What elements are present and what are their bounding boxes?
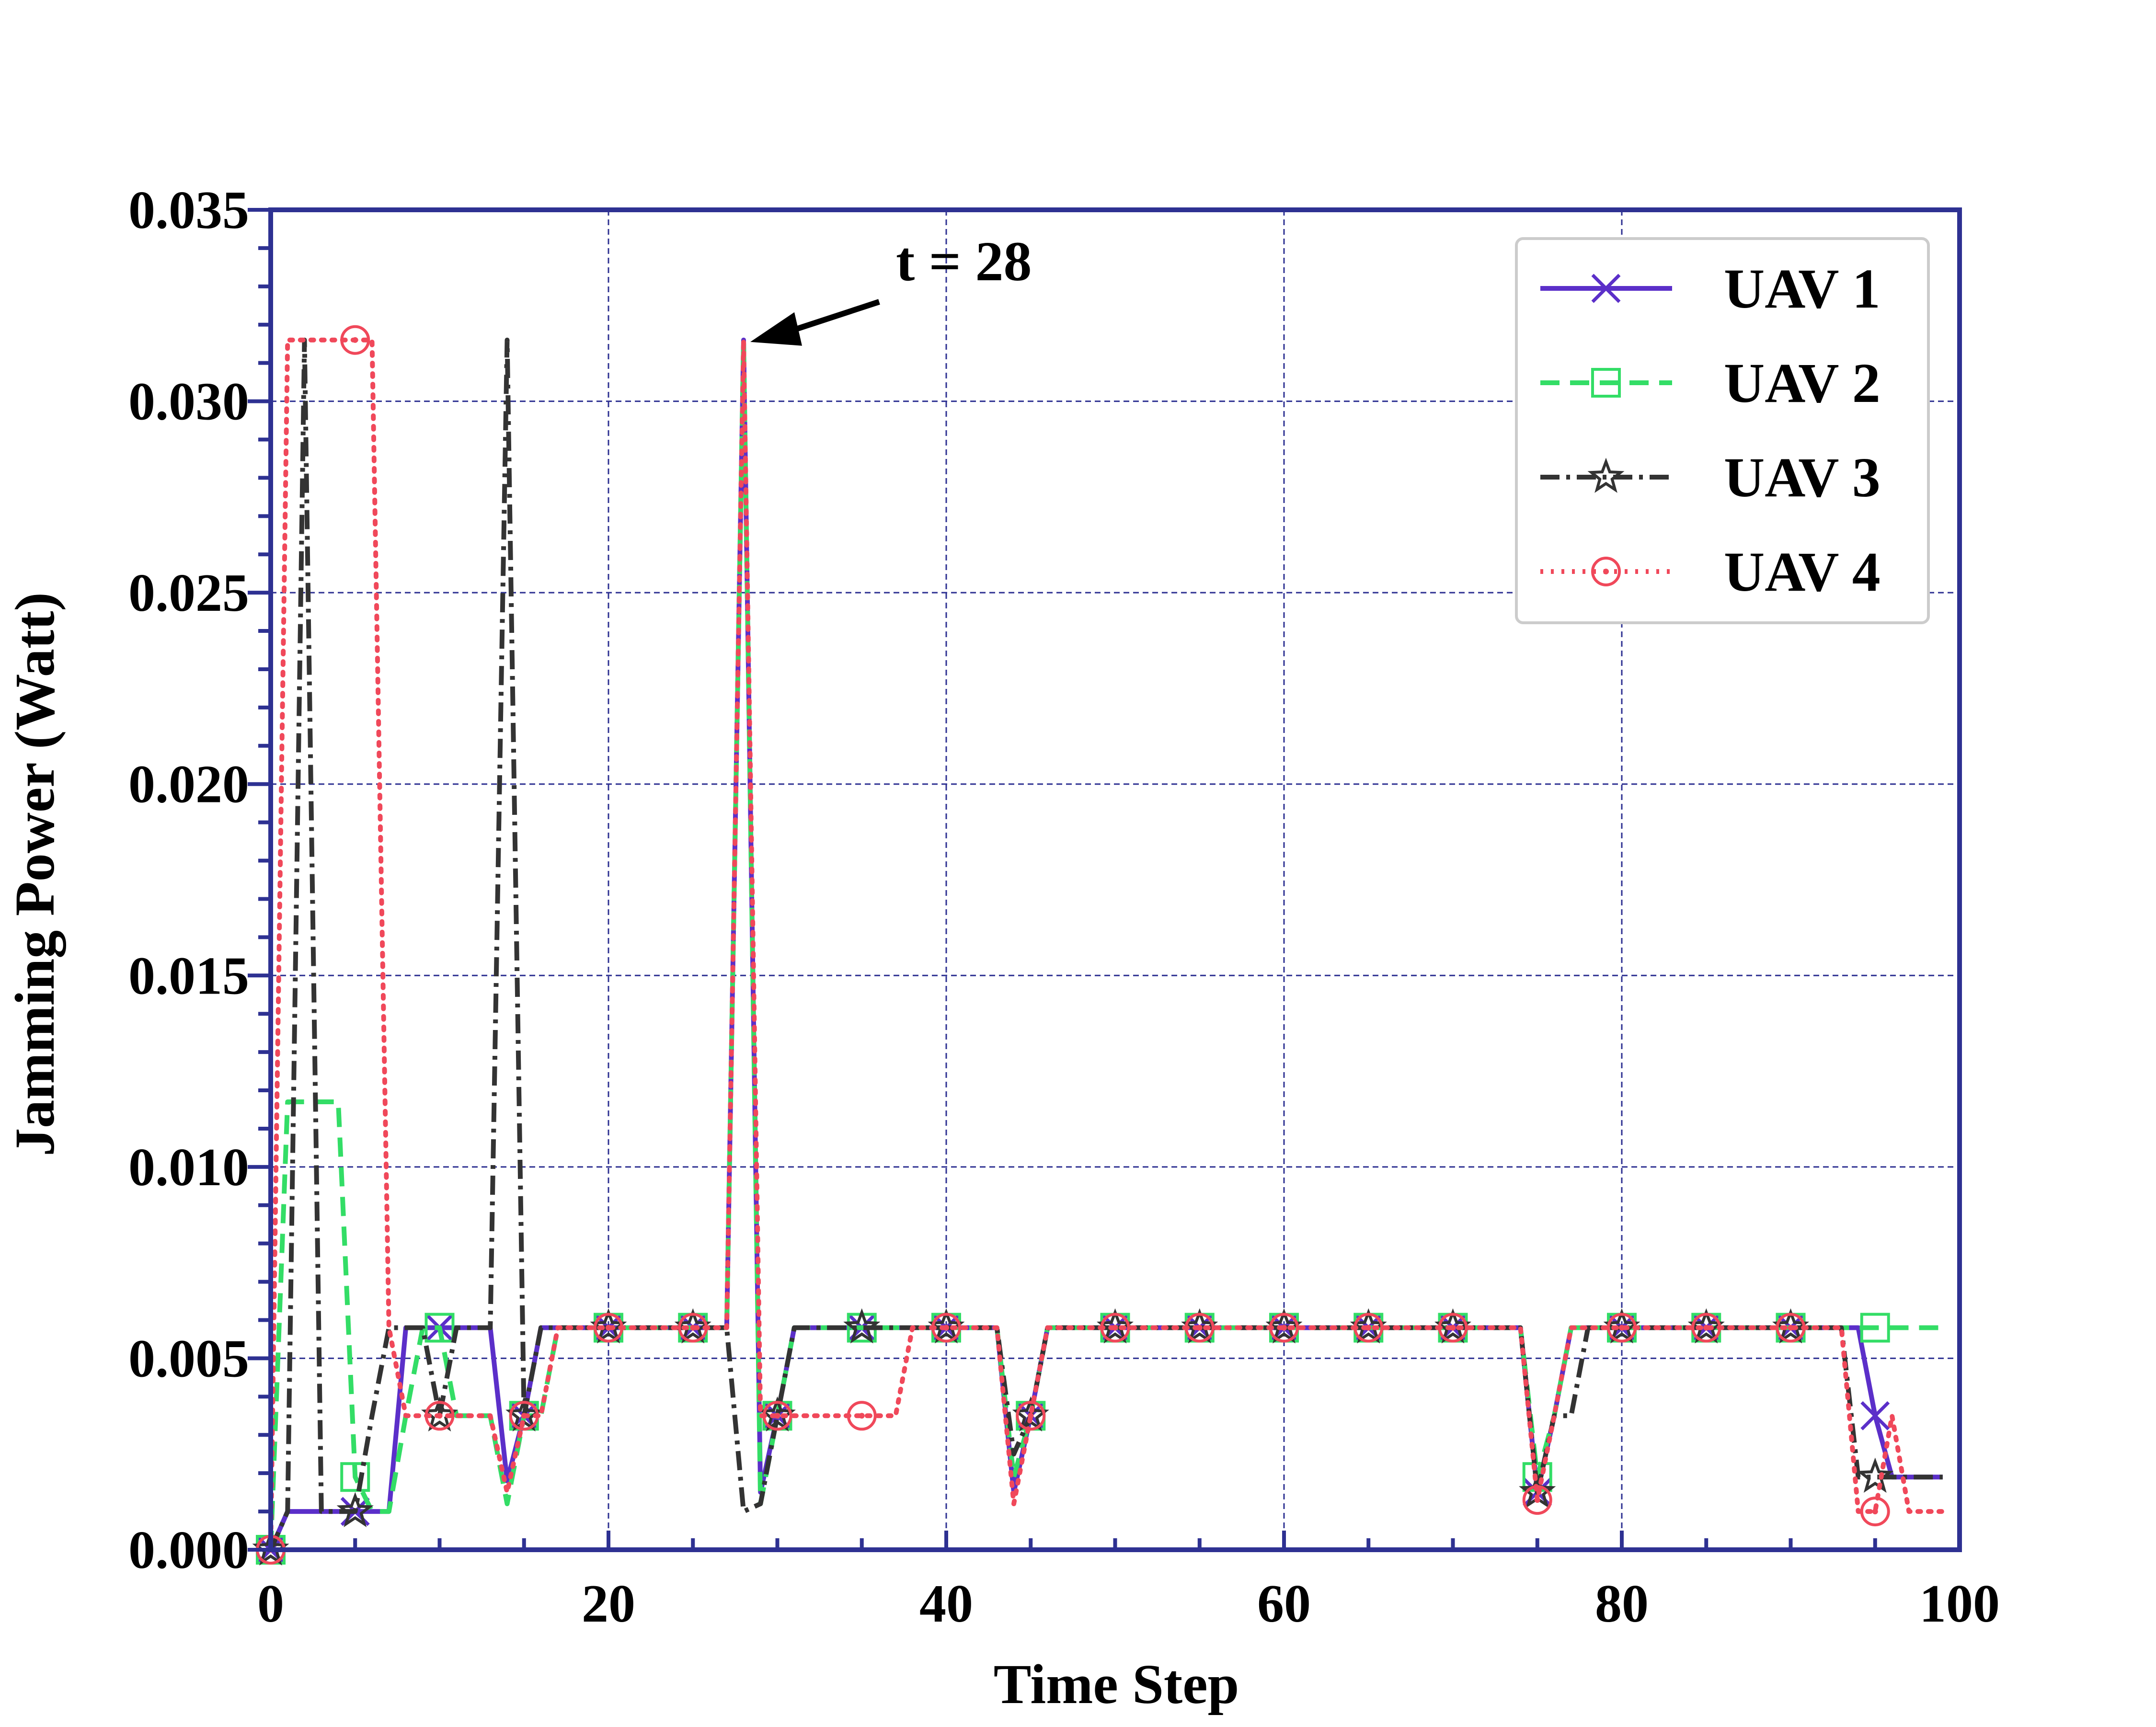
circle-marker-dot (1703, 1325, 1709, 1331)
circle-marker (678, 1313, 708, 1343)
circle-marker-dot (1619, 1325, 1625, 1331)
circle-marker-dot (1196, 1325, 1203, 1331)
square-marker (1860, 1313, 1890, 1343)
y-tick-label: 0.035 (128, 181, 249, 240)
circle-marker (1691, 1313, 1721, 1343)
circle-marker (1016, 1401, 1046, 1431)
x-tick-label: 20 (582, 1574, 635, 1634)
circle-marker (762, 1401, 792, 1431)
circle-marker-dot (1450, 1325, 1456, 1331)
circle-marker (340, 325, 370, 355)
circle-marker (594, 1313, 623, 1343)
circle-marker (1438, 1313, 1468, 1343)
legend-label-2: UAV 2 (1724, 352, 1881, 414)
circle-marker (1591, 557, 1621, 586)
annotation: t = 28 (750, 230, 1032, 346)
legend-label-4: UAV 4 (1724, 540, 1881, 603)
circle-marker (424, 1401, 455, 1431)
circle-marker-dot (1872, 1509, 1878, 1515)
circle-marker-dot (521, 1413, 527, 1419)
circle-marker-dot (352, 337, 358, 343)
circle-marker (1860, 1497, 1890, 1527)
circle-marker (1184, 1313, 1215, 1343)
star-marker (1857, 1457, 1894, 1493)
x-tick-label: 100 (1919, 1574, 2000, 1634)
x-tick-label: 80 (1595, 1574, 1649, 1634)
circle-marker-dot (690, 1325, 696, 1331)
circle-marker-dot (1534, 1497, 1540, 1503)
star-marker (843, 1308, 881, 1344)
y-tick-label: 0.010 (128, 1138, 249, 1197)
x-tick-label: 60 (1257, 1574, 1311, 1634)
square-marker (424, 1313, 455, 1343)
legend-label-3: UAV 3 (1724, 446, 1881, 509)
series-line-4 (268, 337, 1945, 1552)
y-tick-label: 0.000 (128, 1521, 249, 1580)
x-marker (1860, 1401, 1890, 1430)
circle-marker-dot (774, 1413, 780, 1419)
legend: UAV 1 UAV 2 UAV 3 UAV 4 (1515, 237, 1930, 624)
annotation-label: t = 28 (896, 230, 1032, 293)
circle-marker-dot (859, 1413, 865, 1419)
circle-marker-dot (1112, 1325, 1118, 1331)
circle-marker (1522, 1485, 1552, 1515)
square-marker (1591, 368, 1621, 398)
circle-marker (931, 1313, 961, 1343)
y-tick-label: 0.015 (128, 946, 249, 1006)
star-marker (336, 1492, 374, 1527)
y-axis-label: Jamming Power (Watt) (3, 592, 66, 1156)
series-4 (256, 325, 1945, 1565)
series-layer (252, 325, 1945, 1566)
circle-marker-dot (1603, 569, 1609, 574)
x-axis-label: Time Step (994, 1653, 1239, 1716)
circle-marker (1353, 1313, 1384, 1343)
y-tick-label: 0.020 (128, 755, 249, 814)
x-tick-label: 40 (919, 1574, 973, 1634)
circle-marker (1269, 1313, 1299, 1343)
circle-marker-dot (606, 1325, 611, 1331)
x-tick-label: 0 (257, 1574, 284, 1634)
circle-marker-dot (436, 1413, 443, 1419)
circle-marker (1776, 1313, 1806, 1343)
circle-marker (1100, 1313, 1130, 1343)
x-marker (1591, 274, 1621, 303)
circle-marker (847, 1401, 877, 1431)
y-tick-label: 0.025 (128, 563, 249, 623)
annotation-arrowhead (750, 312, 802, 346)
y-tick-label: 0.005 (128, 1329, 249, 1388)
y-tick-label: 0.030 (128, 372, 249, 432)
circle-marker-dot (1028, 1413, 1034, 1419)
circle-marker (509, 1401, 539, 1431)
circle-marker (1607, 1313, 1637, 1343)
circle-marker-dot (1281, 1325, 1287, 1331)
star-marker (1587, 457, 1625, 493)
legend-label-1: UAV 1 (1724, 257, 1881, 320)
circle-marker-dot (1788, 1325, 1794, 1331)
circle-marker-dot (943, 1325, 949, 1331)
legend-box (1515, 237, 1930, 624)
ticks-layer: 0 20 40 60 80 100 0.000 0.005 0.010 0.015 0.020 0.0… (128, 181, 2000, 1634)
square-marker (340, 1462, 370, 1492)
circle-marker-dot (1365, 1325, 1372, 1331)
